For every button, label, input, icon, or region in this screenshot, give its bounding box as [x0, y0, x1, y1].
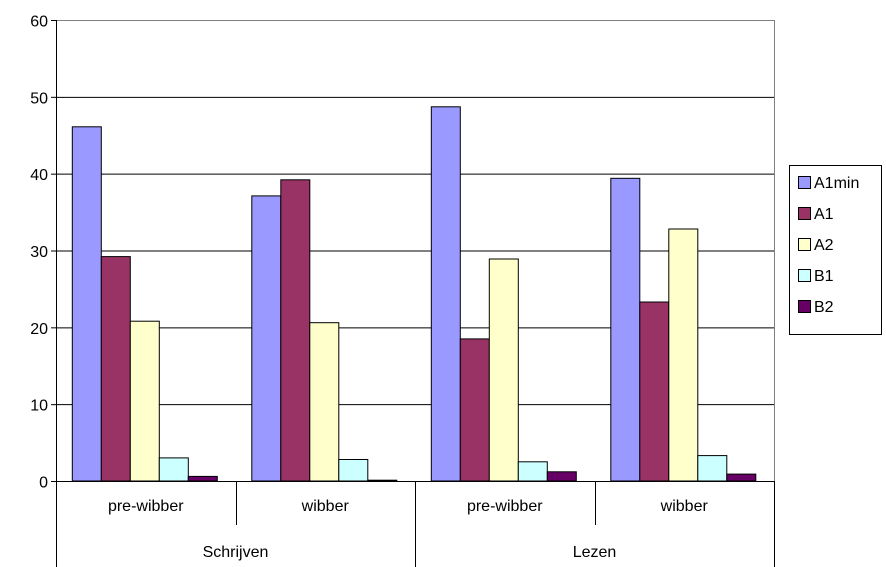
y-tick-label: 40	[30, 167, 48, 184]
bar-b1	[517, 461, 548, 482]
bar-b2	[726, 473, 757, 482]
legend-swatch-a1	[798, 207, 811, 220]
legend-swatch-a2	[798, 238, 811, 251]
x-axis-categories: pre-wibber wibber pre-wibber wibber Schrijve…	[56, 481, 775, 567]
y-axis-ticks: 0 10 20 30 40 50 60	[30, 14, 56, 492]
bar-a2	[488, 258, 519, 482]
group-label: Lezen	[573, 544, 617, 561]
legend-label-b1: B1	[814, 268, 834, 285]
category-label: wibber	[660, 498, 709, 515]
legend: A1min A1 A2 B1 B2	[789, 165, 882, 335]
legend-label-a1: A1	[814, 206, 834, 223]
bar-a2	[668, 228, 699, 482]
y-tick-label: 10	[30, 398, 48, 415]
legend-swatch-b1	[798, 269, 811, 282]
bar-a1min	[610, 177, 641, 482]
bar-b2	[187, 475, 218, 482]
bar-a1min	[251, 195, 282, 482]
bar-a1	[100, 256, 131, 482]
y-tick-label: 20	[30, 321, 48, 338]
legend-label-a1min: A1min	[814, 175, 859, 192]
bar-a2	[309, 322, 340, 482]
bar-a1	[639, 301, 670, 482]
bar-b2	[546, 471, 577, 482]
y-tick-label: 50	[30, 90, 48, 107]
bar-a1	[280, 179, 311, 482]
group-label: Schrijven	[203, 544, 269, 561]
category-label: pre-wibber	[108, 498, 184, 515]
bar-b1	[338, 459, 369, 482]
category-label: pre-wibber	[467, 498, 543, 515]
legend-label-b2: B2	[814, 299, 834, 316]
bars	[71, 106, 757, 482]
bar-a1	[459, 338, 490, 482]
bar-a1min	[71, 126, 102, 482]
legend-swatch-b2	[798, 300, 811, 313]
y-tick-label: 30	[30, 244, 48, 261]
legend-label-a2: A2	[814, 237, 834, 254]
bar-a2	[129, 320, 160, 482]
bar-b1	[158, 457, 189, 482]
y-tick-label: 60	[30, 14, 48, 31]
bar-a1min	[430, 106, 461, 482]
legend-swatch-a1min	[798, 176, 811, 189]
category-label: wibber	[301, 498, 350, 515]
y-tick-label: 0	[39, 475, 48, 492]
bar-b1	[697, 455, 728, 482]
bar-b2	[367, 479, 398, 482]
